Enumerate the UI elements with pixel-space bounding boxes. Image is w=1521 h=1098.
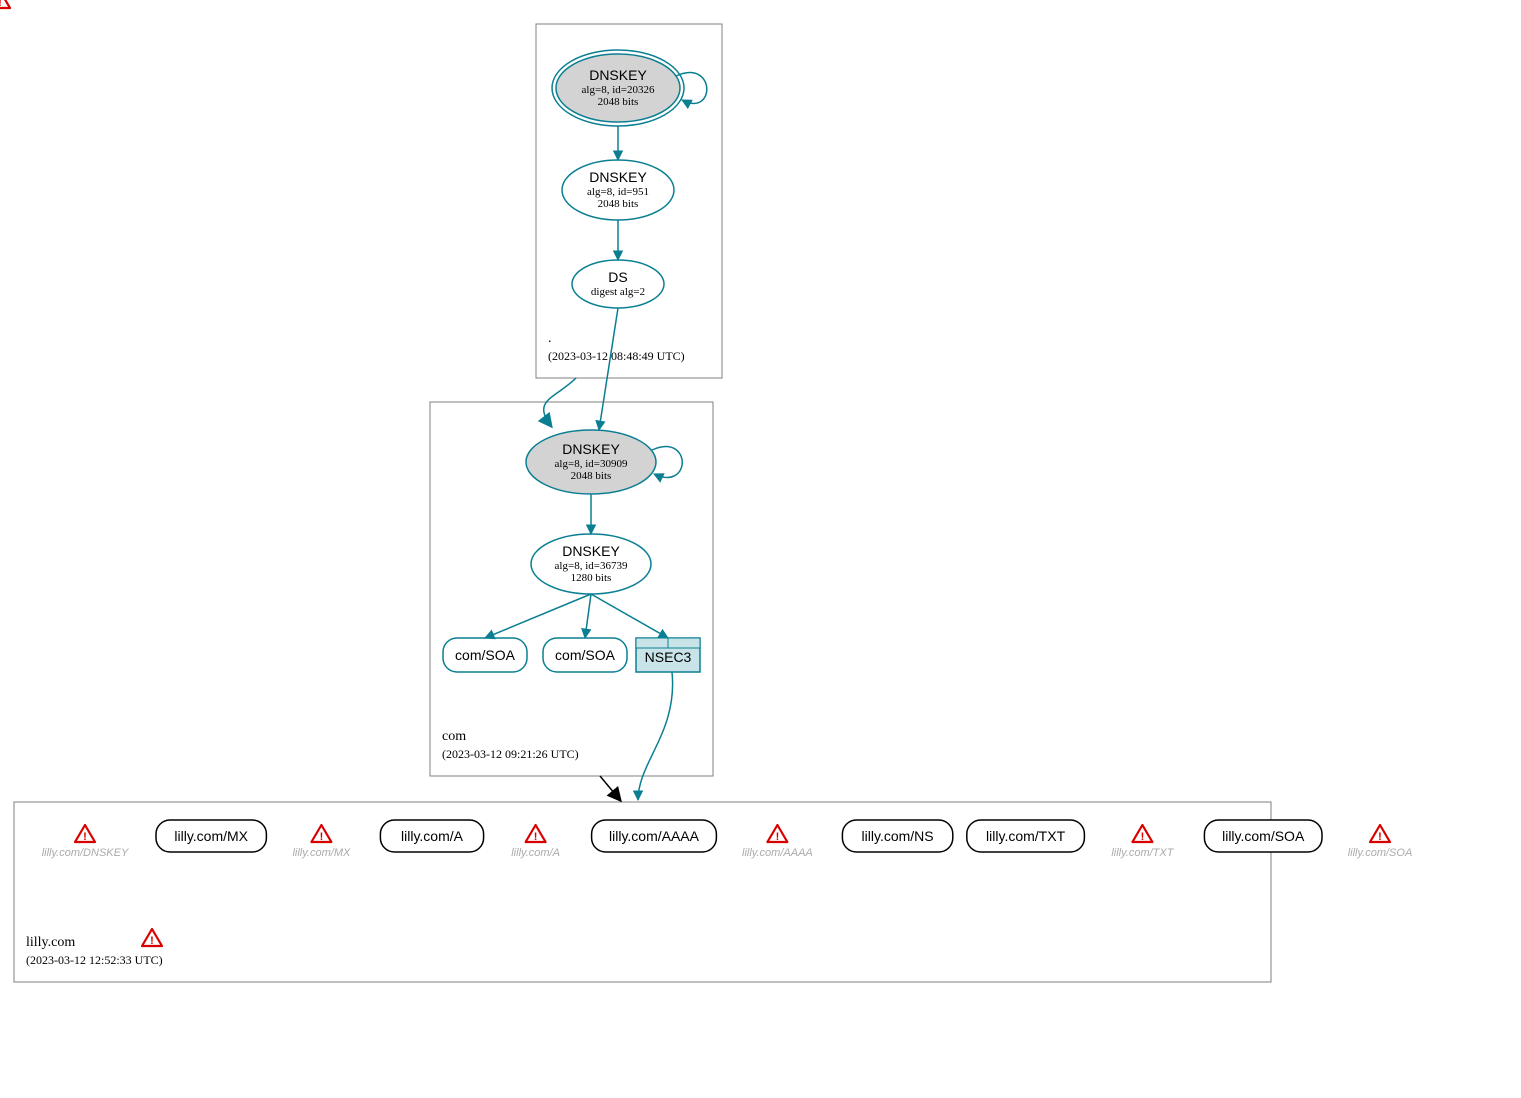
node-root_ksk-sub1: alg=8, id=20326 [582,84,655,96]
node-nsec3-label: NSEC3 [645,649,692,665]
rr-lilly-5-label: lilly.com/AAAA [609,828,700,844]
svg-text:!: ! [776,831,780,843]
rr-lilly-8-label: lilly.com/TXT [986,828,1066,844]
warning-label-9: lilly.com/TXT [1111,847,1174,859]
warning-label-6: lilly.com/AAAA [742,847,813,859]
svg-text:!: ! [320,831,324,843]
warning-icon-0: ! [75,825,95,843]
node-com_zsk-sub2: 1280 bits [571,572,612,584]
zone-lilly-label: lilly.com [26,935,75,950]
edge-rootds-comksk [599,308,618,430]
rr-com-soa1-label: com/SOA [455,647,516,663]
zone-lilly-ts: (2023-03-12 12:52:33 UTC) [26,953,163,967]
svg-text:!: ! [534,831,538,843]
node-com_ksk-sub2: 2048 bits [571,470,612,482]
rr-lilly-10-label: lilly.com/SOA [1222,828,1305,844]
node-root_ksk-title: DNSKEY [589,67,647,83]
node-root_zsk-sub1: alg=8, id=951 [587,186,649,198]
node-root_zsk-title: DNSKEY [589,169,647,185]
edge-comzsk-child-2 [591,594,668,638]
warning-icon-zone-lilly: ! [142,929,162,947]
warning-label-0: lilly.com/DNSKEY [42,847,129,859]
svg-text:!: ! [1141,831,1145,843]
rr-lilly-1-label: lilly.com/MX [174,828,248,844]
zone-com-ts: (2023-03-12 09:21:26 UTC) [442,747,579,761]
rr-lilly-3-label: lilly.com/A [401,828,464,844]
svg-text:!: ! [1378,831,1382,843]
node-com_zsk-title: DNSKEY [562,543,620,559]
node-com_zsk-sub1: alg=8, id=36739 [555,560,628,572]
node-com_ksk-title: DNSKEY [562,441,620,457]
warning-icon-4: ! [526,825,546,843]
node-com_ksk-sub1: alg=8, id=30909 [555,458,628,470]
zone-root-label: . [548,331,552,346]
node-root_zsk-sub2: 2048 bits [598,198,639,210]
: ! [0,0,10,9]
edge-nsec3-to-lilly [638,672,673,800]
warning-icon-6: ! [767,825,787,843]
svg-text:!: ! [150,935,154,947]
zone-com-label: com [442,729,466,744]
warning-label-4: lilly.com/A [511,847,560,859]
zone-root-ts: (2023-03-12 08:48:49 UTC) [548,349,685,363]
warning-label-2: lilly.com/MX [292,847,351,859]
edge-comzsk-child-0 [485,594,591,638]
warning-icon-11: ! [1370,825,1390,843]
dnssec-diagram: . (2023-03-12 08:48:49 UTC) com (2023-03-12… [0,0,1521,1098]
warning-label-11: lilly.com/SOA [1348,847,1413,859]
rr-com-soa2-label: com/SOA [555,647,616,663]
node-root_ds-sub1: digest alg=2 [591,286,645,298]
edge-comzsk-child-1 [585,594,591,638]
svg-text:!: ! [83,831,87,843]
rr-lilly-7-label: lilly.com/NS [862,828,934,844]
warning-icon-9: ! [1132,825,1152,843]
svg-text:!: ! [0,0,2,9]
node-root_ksk-sub2: 2048 bits [598,96,639,108]
edge-com-to-lilly-black [600,776,620,800]
warning-icon-2: ! [311,825,331,843]
node-root_ds-title: DS [608,269,627,285]
